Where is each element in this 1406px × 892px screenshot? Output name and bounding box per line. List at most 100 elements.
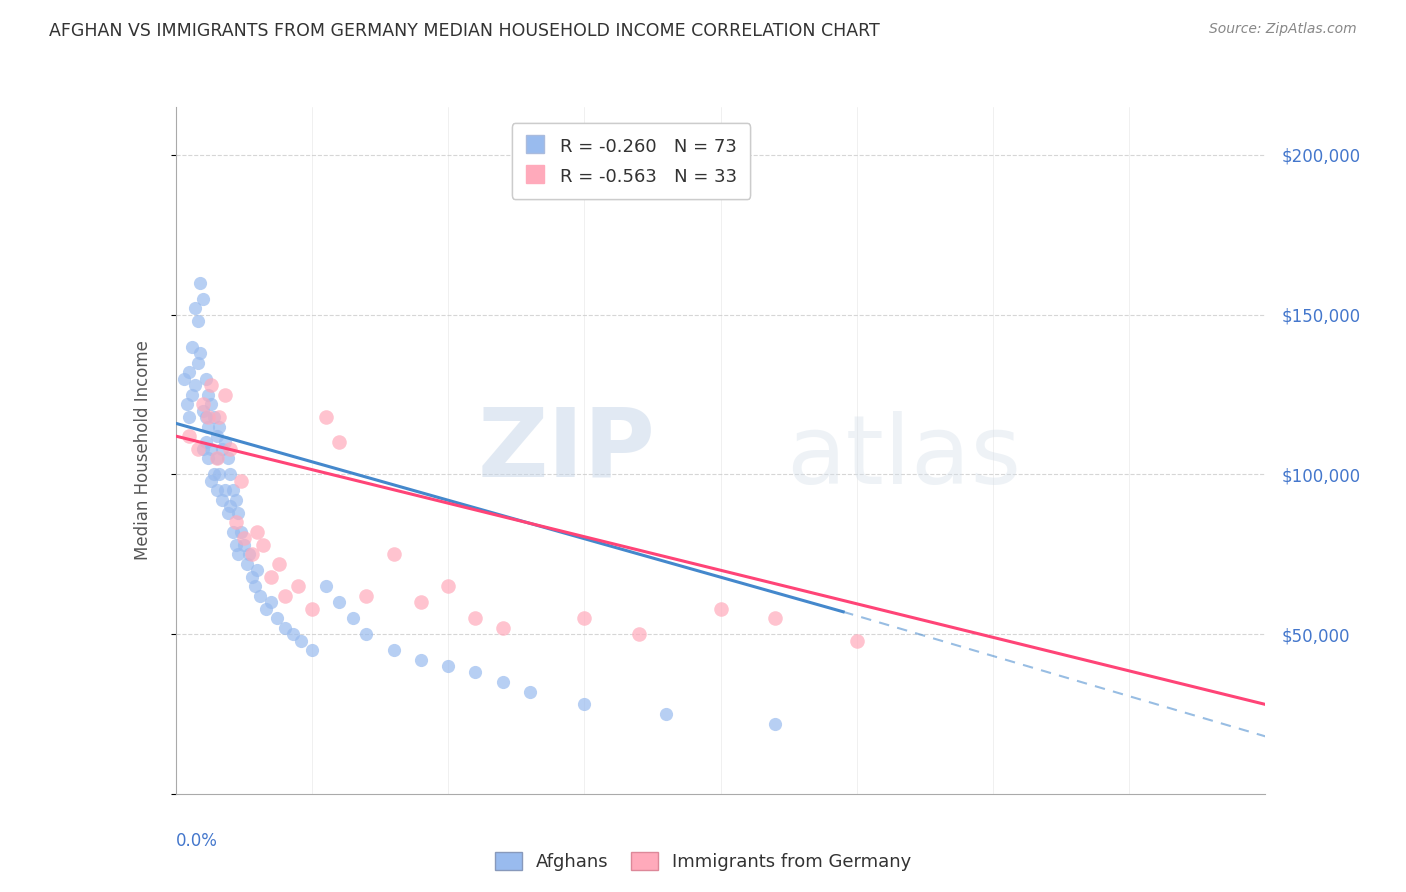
Point	[191, 292, 214, 306]
Point	[266, 611, 288, 625]
Legend: R = -0.260   N = 73, R = -0.563   N = 33: R = -0.260 N = 73, R = -0.563 N = 33	[512, 123, 751, 199]
Point	[232, 538, 254, 552]
Point	[186, 442, 209, 456]
Point	[197, 387, 219, 401]
Point	[184, 301, 207, 316]
Text: Source: ZipAtlas.com: Source: ZipAtlas.com	[1209, 22, 1357, 37]
Point	[492, 621, 515, 635]
Point	[214, 483, 236, 498]
Point	[655, 706, 678, 721]
Text: atlas: atlas	[786, 411, 1021, 504]
Point	[225, 516, 247, 530]
Point	[205, 429, 228, 443]
Point	[197, 409, 219, 424]
Point	[208, 467, 231, 482]
Point	[217, 506, 239, 520]
Point	[205, 451, 228, 466]
Point	[205, 483, 228, 498]
Point	[269, 557, 291, 571]
Point	[574, 698, 596, 712]
Point	[409, 595, 432, 609]
Point	[186, 356, 209, 370]
Point	[260, 569, 283, 583]
Point	[238, 547, 260, 561]
Point	[235, 557, 257, 571]
Point	[225, 538, 247, 552]
Point	[274, 621, 297, 635]
Point	[179, 365, 201, 379]
Point	[246, 563, 269, 577]
Point	[260, 595, 283, 609]
Point	[191, 397, 214, 411]
Point	[211, 493, 233, 508]
Point	[382, 643, 405, 657]
Point	[315, 409, 337, 424]
Point	[181, 387, 204, 401]
Point	[437, 659, 460, 673]
Point	[254, 601, 277, 615]
Point	[382, 547, 405, 561]
Point	[356, 589, 378, 603]
Point	[188, 346, 211, 360]
Point	[176, 397, 198, 411]
Point	[240, 547, 263, 561]
Point	[409, 653, 432, 667]
Point	[763, 716, 786, 731]
Point	[211, 442, 233, 456]
Point	[231, 474, 253, 488]
Point	[191, 442, 214, 456]
Point	[228, 506, 250, 520]
Point	[191, 403, 214, 417]
Point	[342, 611, 364, 625]
Point	[197, 451, 219, 466]
Point	[219, 467, 242, 482]
Point	[173, 371, 195, 385]
Point	[464, 611, 486, 625]
Point	[179, 429, 201, 443]
Point	[228, 547, 250, 561]
Point	[200, 397, 222, 411]
Point	[627, 627, 650, 641]
Point	[194, 371, 217, 385]
Point	[249, 589, 271, 603]
Point	[328, 595, 350, 609]
Point	[328, 435, 350, 450]
Point	[184, 378, 207, 392]
Point	[301, 601, 323, 615]
Point	[181, 340, 204, 354]
Point	[208, 419, 231, 434]
Point	[710, 601, 733, 615]
Point	[197, 419, 219, 434]
Point	[200, 378, 222, 392]
Point	[519, 684, 541, 698]
Point	[208, 409, 231, 424]
Point	[464, 665, 486, 680]
Point	[194, 435, 217, 450]
Point	[222, 524, 245, 539]
Point	[200, 474, 222, 488]
Point	[845, 633, 868, 648]
Point	[222, 483, 245, 498]
Point	[205, 451, 228, 466]
Point	[232, 531, 254, 545]
Point	[225, 493, 247, 508]
Point	[274, 589, 297, 603]
Point	[217, 451, 239, 466]
Point	[186, 314, 209, 328]
Text: AFGHAN VS IMMIGRANTS FROM GERMANY MEDIAN HOUSEHOLD INCOME CORRELATION CHART: AFGHAN VS IMMIGRANTS FROM GERMANY MEDIAN…	[49, 22, 880, 40]
Point	[287, 579, 309, 593]
Point	[252, 538, 274, 552]
Point	[219, 442, 242, 456]
Point	[202, 467, 225, 482]
Point	[301, 643, 323, 657]
Point	[179, 409, 201, 424]
Point	[188, 276, 211, 290]
Point	[240, 569, 263, 583]
Point	[492, 675, 515, 690]
Text: ZIP: ZIP	[477, 404, 655, 497]
Point	[202, 409, 225, 424]
Point	[763, 611, 786, 625]
Point	[214, 387, 236, 401]
Point	[574, 611, 596, 625]
Point	[315, 579, 337, 593]
